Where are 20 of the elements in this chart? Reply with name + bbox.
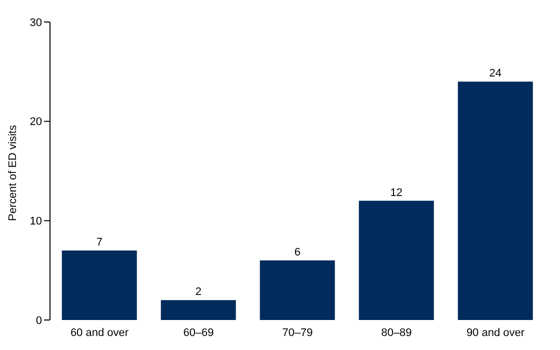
y-axis-title: Percent of ED visits bbox=[6, 124, 19, 221]
x-tick-label: 60–69 bbox=[183, 326, 214, 339]
bar bbox=[160, 300, 236, 320]
y-tick-label: 30 bbox=[30, 16, 42, 29]
data-label: 24 bbox=[489, 68, 502, 80]
bar bbox=[62, 250, 137, 320]
data-label: 2 bbox=[195, 286, 202, 298]
x-tick-label: 60 and over bbox=[70, 326, 129, 339]
y-tick-label: 10 bbox=[30, 216, 42, 228]
bar bbox=[358, 200, 434, 320]
data-label: 6 bbox=[294, 246, 300, 258]
data-label: 12 bbox=[390, 186, 403, 199]
x-tick-label: 80–89 bbox=[381, 326, 412, 339]
x-tick-label: 70–79 bbox=[282, 326, 313, 339]
data-label: 7 bbox=[96, 236, 102, 248]
bar bbox=[260, 260, 335, 320]
bar bbox=[458, 82, 533, 320]
x-tick-label: 90 and over bbox=[466, 326, 525, 339]
y-tick-label: 0 bbox=[36, 314, 42, 327]
y-tick-label: 20 bbox=[30, 116, 42, 128]
